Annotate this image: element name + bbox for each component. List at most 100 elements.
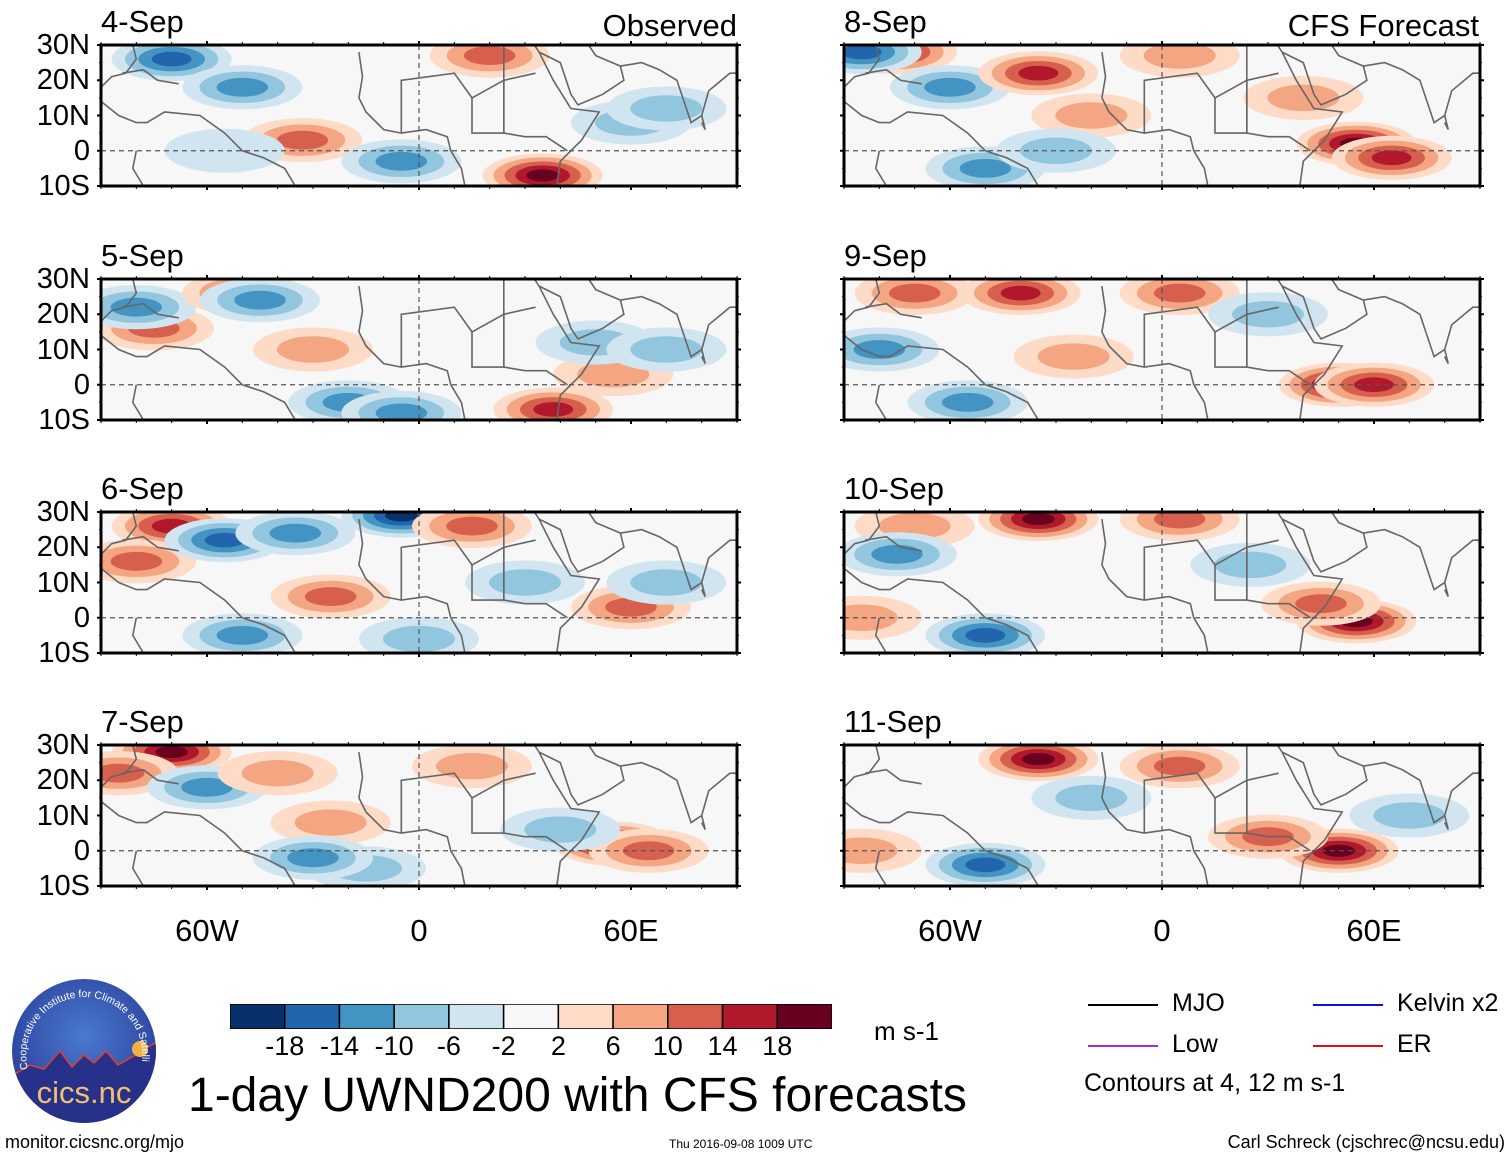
coastline [122,302,179,319]
coastline [1363,61,1480,124]
anomaly-contour [110,551,163,571]
coastline [1140,512,1344,653]
coastline [122,768,179,785]
anomaly-contour [844,837,898,864]
coastline [700,815,706,830]
y-tick-label: 20N [36,764,90,797]
legend-swatch-mjo [1088,1004,1158,1006]
coastline [1143,45,1248,134]
anomaly-contour [287,848,339,868]
anomaly-contour [204,532,245,548]
coastline [122,68,179,85]
website-link[interactable]: monitor.cicsnc.org/mjo [5,1132,185,1152]
y-tick-label: 0 [73,834,90,867]
y-tick-label: 20N [36,531,90,564]
anomaly-contour [216,625,269,645]
coastline [700,115,706,130]
coastline [1363,295,1480,358]
x-tick-label: 60W [918,913,982,948]
coastline [1363,761,1480,824]
y-tick-label: 30N [36,729,90,761]
y-tick-label: 10N [36,99,90,132]
coastline [122,535,179,552]
cics-logo-graphic: Cooperative Institute for Climate and Sa… [7,968,156,1123]
anomaly-contour [1371,150,1412,166]
y-tick-label: 10N [36,566,90,599]
legend-label: Kelvin x2 [1397,989,1499,1017]
coastline [538,279,625,340]
coastline [700,582,706,597]
x-tick-label: 0 [410,913,428,948]
anomaly-contour [871,544,923,564]
legend-swatch-low [1088,1045,1158,1047]
y-tick-label: 0 [73,601,90,634]
anomaly-contour [853,340,906,359]
coastline [1246,72,1311,152]
anomaly-contour [1153,283,1206,303]
colorbar-tick-label: -14 [319,1031,359,1061]
colorbar-tick-label: -6 [436,1031,461,1061]
colorbar-units: m s-1 [874,1016,939,1046]
anomaly-contour [234,290,286,310]
anomaly-contour [110,297,163,317]
anomaly-contour [1232,301,1304,328]
map-panel-11-Sep [840,741,1484,890]
coastline [865,768,922,785]
coastline [874,150,888,186]
coastline [844,100,1039,186]
coastline [101,334,296,420]
anomaly-contour [577,360,650,388]
panel-title: 7-Sep [101,704,184,739]
coastline [397,745,601,886]
anomaly-contour [489,569,561,596]
anomaly-contour [1295,594,1347,614]
coastline [865,68,922,85]
anomaly-contour [524,816,597,843]
coastline [1281,745,1368,806]
legend-label: ER [1397,1030,1432,1058]
coastline [101,567,296,653]
anomaly-contour [844,604,898,631]
cics-logo: Cooperative Institute for Climate and Sa… [7,968,158,1125]
anomaly-contour [304,587,357,607]
coastline [397,45,601,186]
coastline [1246,306,1311,386]
coastline [538,512,625,573]
logo-name: cics.nc [37,1075,132,1110]
coastline [865,302,922,319]
anomaly-contour [1153,756,1206,776]
colorbar-swatch [448,1003,505,1030]
panel-title: 10-Sep [844,471,944,506]
anomaly-contour [844,45,882,60]
anomaly-contour [1020,137,1092,164]
colorbar-swatch [721,1003,779,1030]
y-tick-label: 30N [36,496,90,528]
anomaly-contour [888,283,941,303]
coastline [131,850,145,886]
map-panel-6-Sep [97,508,741,657]
anomaly-contour [463,46,516,66]
map-panel-4-Sep [97,41,741,190]
coastline [400,45,505,134]
coastline [503,306,568,386]
panel-title: 6-Sep [101,471,184,506]
anomaly-contour [375,403,428,420]
coastline [1143,512,1248,601]
author-credit: Carl Schreck (cjschrec@ncsu.edu) [1227,1132,1505,1152]
anomaly-contour [384,512,418,522]
anomaly-contour [269,523,322,543]
colorbar-tick-label: -2 [491,1031,516,1061]
anomaly-contour [959,158,1012,178]
anomaly-contour [965,857,1006,873]
coastline [101,100,296,186]
coastline [538,745,625,806]
x-tick-label: 60W [175,913,239,948]
coastline [1443,349,1449,364]
coastline [865,535,922,552]
coastline [874,617,888,653]
colorbar-tick-label: 2 [550,1031,566,1061]
map-panel-9-Sep [840,275,1484,424]
forecast-header: CFS Forecast [1287,8,1479,43]
observed-header: Observed [602,8,737,43]
anomaly-contour [241,760,314,787]
